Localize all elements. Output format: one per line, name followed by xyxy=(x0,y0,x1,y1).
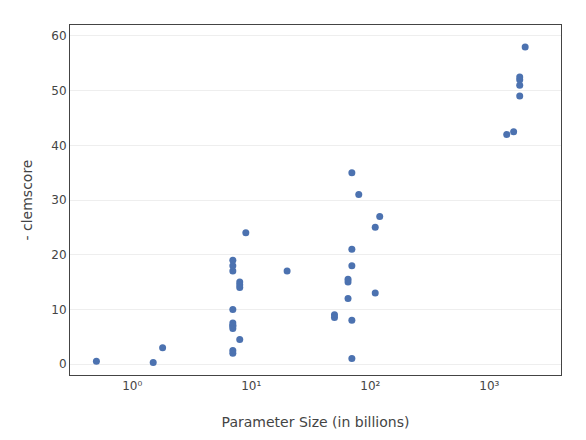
svg-text:10: 10 xyxy=(51,303,66,317)
svg-text:0: 0 xyxy=(59,357,67,371)
svg-text:- clemscore: - clemscore xyxy=(19,160,35,241)
svg-text:30: 30 xyxy=(51,193,66,207)
svg-text:10⁰: 10⁰ xyxy=(122,379,142,393)
svg-text:Parameter Size (in billions): Parameter Size (in billions) xyxy=(222,414,410,430)
svg-text:50: 50 xyxy=(51,84,66,98)
svg-text:40: 40 xyxy=(51,139,66,153)
svg-text:10³: 10³ xyxy=(479,379,499,393)
svg-text:20: 20 xyxy=(51,248,66,262)
svg-text:10²: 10² xyxy=(360,379,380,393)
svg-text:60: 60 xyxy=(51,29,66,43)
svg-text:10¹: 10¹ xyxy=(241,379,261,393)
